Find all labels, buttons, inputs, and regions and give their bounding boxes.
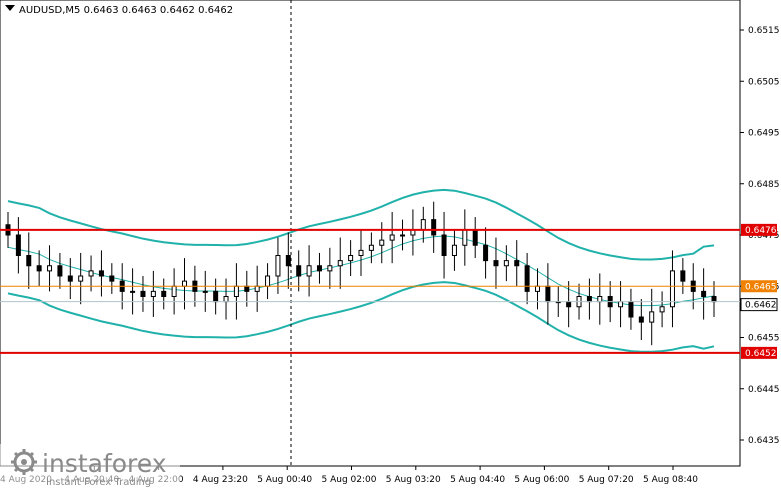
time-tick-label: 5 Aug 07:20	[579, 475, 634, 485]
candle	[285, 232, 291, 289]
time-tick-label: 5 Aug 08:40	[643, 475, 698, 485]
candle	[15, 217, 21, 274]
bollinger-upper-band	[7, 188, 715, 261]
candle	[327, 247, 333, 289]
price-tick-label: 0.6445	[748, 385, 780, 395]
price-tag-bid-text: 0.6462	[745, 301, 777, 311]
price-tag-guide: 0.6465	[741, 280, 777, 293]
price-tick-label: 0.6475	[748, 231, 780, 241]
candle	[348, 240, 354, 276]
candle	[649, 288, 655, 346]
candle	[150, 270, 156, 317]
candle	[140, 276, 146, 312]
candle	[701, 268, 707, 320]
candle	[36, 250, 42, 287]
candle	[368, 232, 374, 264]
symbol-title: AUDUSD,M5 0.6463 0.6463 0.6462 0.6462	[19, 5, 233, 16]
candle	[47, 245, 53, 292]
price-tag-resistance: 0.6476	[741, 223, 777, 236]
candlestick-series	[5, 201, 717, 346]
candle	[400, 219, 406, 251]
candle	[316, 252, 322, 284]
instaforex-logo-icon	[11, 449, 37, 475]
time-tick-label: 5 Aug 00:40	[257, 475, 312, 485]
candle	[669, 250, 675, 328]
watermark-backdrop	[0, 444, 180, 489]
price-tick-label: 0.6495	[748, 129, 780, 139]
candle	[680, 258, 686, 294]
candle	[337, 237, 343, 289]
time-tick-label: 5 Aug 04:40	[450, 475, 505, 485]
candle	[524, 252, 530, 305]
time-tick-label: 5 Aug 03:20	[386, 475, 441, 485]
candle	[98, 250, 104, 297]
candle	[306, 245, 312, 297]
price-tag-resistance-text: 0.6476	[745, 226, 777, 236]
candle	[358, 229, 364, 276]
candle	[483, 227, 489, 279]
candle	[275, 237, 281, 294]
candle	[514, 240, 520, 287]
candle	[503, 245, 509, 282]
candle	[202, 270, 208, 312]
chart-dropdown-icon[interactable]	[5, 5, 15, 11]
price-tick-label: 0.6435	[748, 436, 780, 446]
candle	[451, 229, 457, 271]
time-tick-label: 5 Aug 06:00	[514, 475, 569, 485]
candle	[296, 250, 302, 292]
price-tag-bid: 0.6462	[740, 298, 778, 312]
candle	[638, 299, 644, 341]
candle	[57, 252, 63, 289]
time-tick-label: 4 Aug 23:20	[193, 475, 248, 485]
price-tick-label: 0.6455	[748, 334, 780, 344]
candle	[130, 268, 136, 315]
time-tick-label: 5 Aug 02:00	[322, 475, 377, 485]
watermark-brand: instaforex	[42, 449, 167, 478]
candle	[431, 201, 437, 253]
instaforex-watermark: instaforex Instant Forex Trading	[0, 444, 180, 489]
candle	[389, 211, 395, 264]
candle	[88, 255, 94, 292]
price-tick-label: 0.6505	[748, 77, 780, 87]
price-tag-support-text: 0.6452	[745, 349, 777, 359]
candle	[493, 237, 499, 289]
candle	[67, 258, 73, 300]
candle	[659, 291, 665, 328]
price-tick-label: 0.6485	[748, 180, 780, 190]
price-tag-guide-text: 0.6465	[745, 282, 777, 292]
candle	[78, 252, 84, 305]
plot-frame	[0, 0, 741, 467]
bollinger-lower-band	[7, 281, 715, 353]
price-tick-label: 0.6515	[748, 26, 780, 36]
watermark-tagline: Instant Forex Trading	[46, 477, 151, 488]
candle	[161, 278, 167, 310]
price-tag-support: 0.6452	[741, 346, 777, 359]
candle	[441, 211, 447, 279]
candle	[109, 263, 115, 294]
candle	[26, 232, 32, 289]
